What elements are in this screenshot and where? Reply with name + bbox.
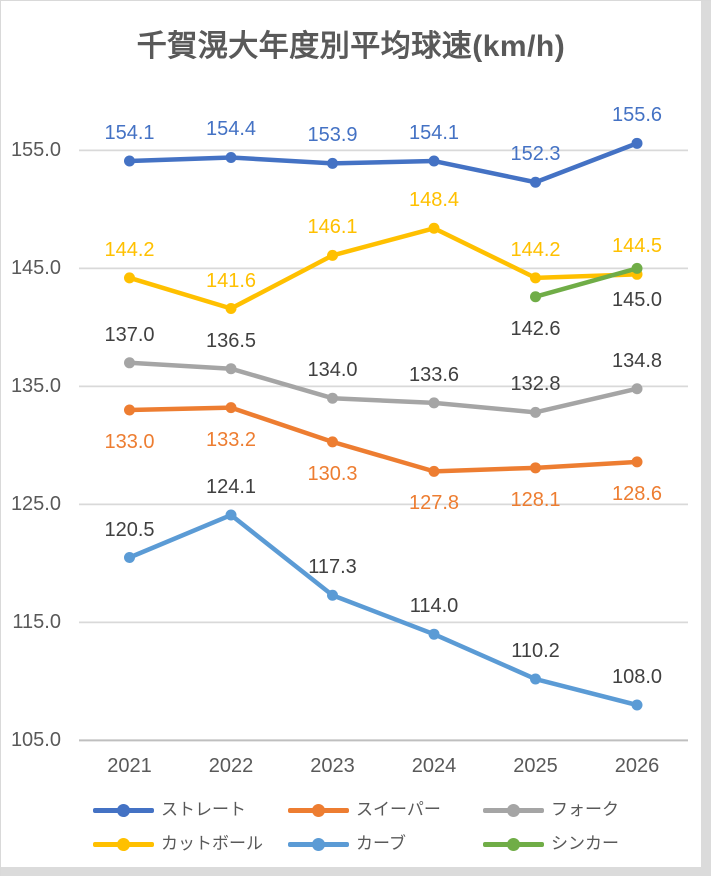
legend-label-fork: フォーク xyxy=(551,800,619,819)
data-label-curve-2021: 120.5 xyxy=(104,518,155,541)
x-tick-label: 2023 xyxy=(310,755,355,777)
legend-dot-icon-cutter xyxy=(117,837,130,851)
data-label-curve-2026: 108.0 xyxy=(611,666,663,688)
y-tick-label: 135.0 xyxy=(10,375,61,398)
x-tick-label: 2021 xyxy=(107,755,152,777)
data-point-cutter-2021 xyxy=(124,272,135,284)
data-point-cutter-2025 xyxy=(530,272,541,284)
series-line-sinker xyxy=(533,266,640,299)
legend-label-cutter: カットボール xyxy=(161,834,263,853)
y-tick-label: 115.0 xyxy=(12,611,61,634)
data-label-straight-2023: 153.9 xyxy=(307,124,358,147)
data-point-straight-2024 xyxy=(428,155,440,167)
data-label-straight-2022: 154.4 xyxy=(205,118,257,141)
data-label-fork-2025: 132.8 xyxy=(510,373,561,396)
data-point-curve-2021 xyxy=(124,552,135,563)
data-point-fork-2022 xyxy=(225,363,237,375)
data-label-curve-2025: 110.2 xyxy=(511,640,560,663)
data-point-straight-2026 xyxy=(631,137,643,149)
data-point-curve-2023 xyxy=(327,589,338,601)
legend-dot-icon-straight xyxy=(117,803,130,817)
data-label-sweeper-2026: 128.6 xyxy=(611,482,663,505)
series-line-fork xyxy=(127,360,640,415)
data-point-fork-2025 xyxy=(530,406,541,418)
chart-title: 千賀滉大年度別平均球速(km/h) xyxy=(136,30,566,63)
data-point-sweeper-2025 xyxy=(530,462,541,474)
legend-dot-icon-fork xyxy=(507,803,520,817)
x-tick-label: 2025 xyxy=(513,755,558,777)
data-label-straight-2021: 154.1 xyxy=(104,122,155,145)
data-point-sweeper-2024 xyxy=(428,465,440,477)
right-margin-strip xyxy=(701,1,711,876)
data-label-fork-2024: 133.6 xyxy=(408,363,460,386)
x-tick-label: 2024 xyxy=(411,755,457,777)
data-label-straight-2024: 154.1 xyxy=(408,122,460,145)
legend-label-straight: ストレート xyxy=(161,800,246,819)
data-label-curve-2023: 117.3 xyxy=(308,556,357,579)
data-point-curve-2025 xyxy=(530,673,541,685)
data-label-curve-2022: 124.1 xyxy=(205,476,257,499)
data-point-fork-2023 xyxy=(327,392,338,404)
data-label-fork-2023: 134.0 xyxy=(307,359,358,382)
legend-label-curve: カーブ xyxy=(356,834,406,853)
data-point-curve-2024 xyxy=(428,628,440,640)
data-point-fork-2026 xyxy=(631,383,643,395)
bottom-margin-strip xyxy=(1,867,711,876)
data-label-straight-2026: 155.6 xyxy=(611,104,663,127)
data-label-sweeper-2025: 128.1 xyxy=(510,488,561,511)
data-label-straight-2025: 152.3 xyxy=(510,143,561,166)
series-line-straight xyxy=(127,141,640,185)
data-label-cutter-2021: 144.2 xyxy=(104,238,155,261)
x-tick-label: 2026 xyxy=(614,755,660,777)
data-point-fork-2024 xyxy=(428,397,440,409)
data-point-sweeper-2026 xyxy=(631,456,643,468)
data-point-sweeper-2023 xyxy=(327,436,338,448)
data-point-sweeper-2021 xyxy=(124,404,135,416)
data-point-fork-2021 xyxy=(124,357,135,369)
data-label-fork-2026: 134.8 xyxy=(611,349,663,372)
legend-dot-icon-sinker xyxy=(507,837,520,851)
data-point-cutter-2022 xyxy=(225,303,237,315)
y-tick-label: 105.0 xyxy=(10,729,61,752)
data-label-cutter-2023: 146.1 xyxy=(307,216,358,239)
y-tick-label: 155.0 xyxy=(10,139,61,162)
data-point-cutter-2024 xyxy=(428,222,440,234)
data-label-cutter-2024: 148.4 xyxy=(408,189,460,212)
y-tick-label: 125.0 xyxy=(10,493,61,516)
data-point-straight-2022 xyxy=(225,151,237,163)
data-point-straight-2023 xyxy=(327,157,338,169)
data-label-fork-2021: 137.0 xyxy=(104,323,155,346)
x-tick-label: 2022 xyxy=(208,755,254,777)
series-line-sweeper xyxy=(127,405,640,474)
data-label-sinker-2025: 142.6 xyxy=(510,317,561,340)
legend-dot-icon-curve xyxy=(312,837,325,851)
data-point-sweeper-2022 xyxy=(225,402,237,414)
data-label-sweeper-2024: 127.8 xyxy=(408,492,460,515)
data-point-straight-2021 xyxy=(124,155,135,167)
data-label-sweeper-2021: 133.0 xyxy=(104,431,155,453)
y-tick-label: 145.0 xyxy=(10,257,61,280)
legend-dot-icon-sweeper xyxy=(312,803,325,817)
data-point-sinker-2025 xyxy=(530,291,541,303)
data-point-curve-2026 xyxy=(631,699,643,711)
data-point-curve-2022 xyxy=(225,509,237,521)
data-label-cutter-2022: 141.6 xyxy=(205,269,257,292)
legend-label-sweeper: スイーパー xyxy=(356,800,441,819)
data-label-cutter-2025: 144.2 xyxy=(510,238,561,261)
data-label-fork-2022: 136.5 xyxy=(205,329,257,352)
series-line-cutter xyxy=(127,226,640,311)
legend-label-sinker: シンカー xyxy=(551,834,619,853)
data-point-straight-2025 xyxy=(530,176,541,188)
data-point-sinker-2026 xyxy=(631,262,643,274)
data-label-sweeper-2023: 130.3 xyxy=(307,462,358,485)
data-label-cutter-2026: 144.5 xyxy=(611,235,663,258)
data-label-sinker-2026: 145.0 xyxy=(611,289,663,312)
series-line-curve xyxy=(127,512,640,708)
data-point-cutter-2023 xyxy=(327,249,338,261)
data-label-sweeper-2022: 133.2 xyxy=(205,428,257,451)
data-label-curve-2024: 114.0 xyxy=(409,595,459,618)
